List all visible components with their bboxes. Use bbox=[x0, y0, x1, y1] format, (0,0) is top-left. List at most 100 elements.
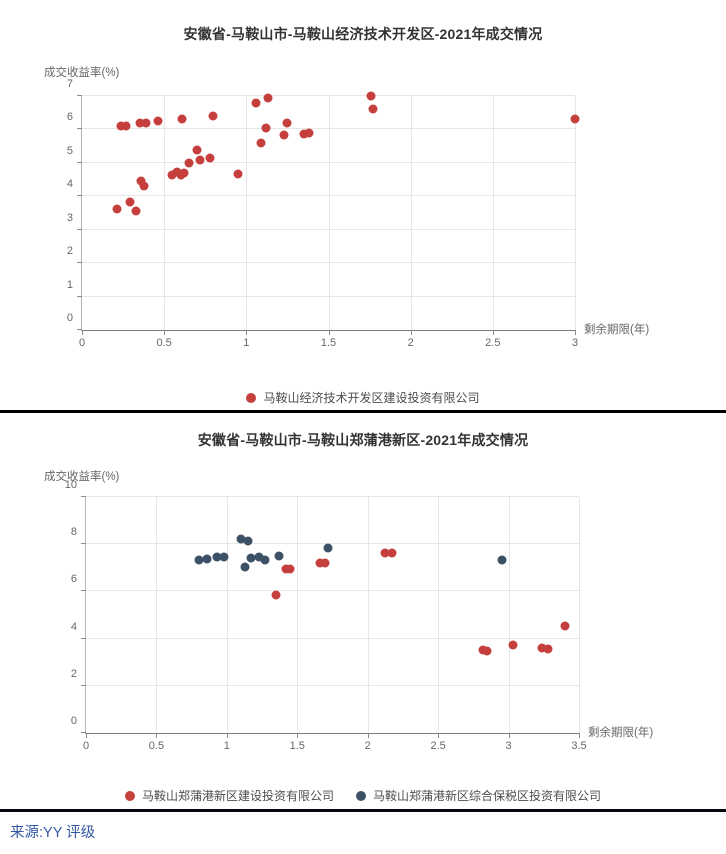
scatter-point bbox=[263, 93, 273, 103]
legend-item[interactable]: 马鞍山郑蒲港新区建设投资有限公司 bbox=[124, 787, 334, 804]
y-tick-label: 5 bbox=[66, 144, 73, 157]
h-gridline bbox=[86, 637, 579, 639]
scatter-point bbox=[194, 555, 204, 565]
scatter-point bbox=[135, 118, 145, 128]
x-tick-label: 0 bbox=[78, 337, 86, 349]
v-gridline bbox=[367, 497, 369, 733]
y-axis-name: 成交收益率(%) bbox=[44, 471, 120, 483]
scatter-point bbox=[368, 104, 378, 114]
x-tick-mark bbox=[82, 330, 83, 335]
legend: 马鞍山郑蒲港新区建设投资有限公司 马鞍山郑蒲港新区综合保税区投资有限公司 bbox=[0, 787, 726, 804]
h-gridline bbox=[86, 496, 579, 497]
chart-title: 安徽省-马鞍山市-马鞍山经济技术开发区-2021年成交情况 bbox=[183, 26, 543, 42]
scatter-point bbox=[256, 138, 266, 148]
y-tick-label: 2 bbox=[70, 667, 77, 680]
x-tick-mark bbox=[508, 733, 510, 738]
scatter-point bbox=[141, 118, 151, 128]
legend-swatch-icon bbox=[124, 790, 135, 801]
scatter-point bbox=[570, 114, 580, 124]
y-tick-mark bbox=[81, 732, 86, 733]
scatter-point bbox=[212, 552, 222, 562]
x-tick-label: 3.5 bbox=[571, 740, 587, 752]
scatter-point bbox=[131, 206, 141, 216]
scatter-point bbox=[304, 128, 314, 138]
x-tick-label: 2.5 bbox=[430, 740, 446, 752]
scatter-point bbox=[508, 640, 518, 649]
h-gridline bbox=[82, 95, 575, 96]
plot-area: 剩余期限(年) 0 0.5 1 1.5 2 2.5 3 0 1 2 3 4 5 6 7 bbox=[67, 78, 649, 349]
scatter-point bbox=[260, 555, 270, 565]
scatter-point bbox=[236, 534, 246, 544]
scatter-point bbox=[139, 181, 149, 191]
scatter-point bbox=[112, 204, 121, 214]
scatter-point bbox=[299, 129, 309, 139]
y-tick-mark bbox=[81, 543, 86, 545]
scatter-point bbox=[279, 130, 289, 140]
legend-item[interactable]: 马鞍山郑蒲港新区综合保税区投资有限公司 bbox=[356, 787, 601, 804]
scatter-point bbox=[177, 114, 187, 124]
scatter-point bbox=[208, 111, 218, 121]
h-gridline bbox=[82, 295, 575, 297]
h-gridline bbox=[86, 684, 579, 686]
scatter-point bbox=[560, 621, 570, 631]
scatter-point bbox=[184, 158, 194, 168]
scatter-point bbox=[153, 116, 163, 126]
v-gridline bbox=[246, 96, 248, 330]
chart-title: 安徽省-马鞍山市-马鞍山郑蒲港新区-2021年成交情况 bbox=[197, 432, 529, 448]
legend-label: 马鞍山郑蒲港新区建设投资有限公司 bbox=[141, 789, 334, 803]
y-tick-mark bbox=[77, 228, 82, 230]
x-tick-label: 2 bbox=[364, 740, 371, 752]
y-tick-mark bbox=[77, 161, 82, 163]
chart-zhengpugang: 安徽省-马鞍山市-马鞍山郑蒲港新区-2021年成交情况 成交收益率(%) 剩余期… bbox=[0, 413, 726, 812]
scatter-point bbox=[219, 552, 229, 562]
legend-label: 马鞍山郑蒲港新区综合保税区投资有限公司 bbox=[373, 789, 602, 803]
scatter-point bbox=[233, 169, 243, 179]
scatter-point bbox=[271, 590, 281, 600]
v-gridline bbox=[164, 96, 166, 330]
scatter-point bbox=[192, 145, 202, 155]
v-gridline bbox=[575, 96, 576, 330]
plot-area: 剩余期限(年) 0 0.5 1 1.5 2 2.5 3 3.5 0 2 4 6 8 10 bbox=[65, 479, 653, 752]
scatter-point bbox=[125, 197, 135, 207]
h-gridline bbox=[82, 128, 575, 130]
scatter-point bbox=[254, 552, 264, 562]
x-tick-mark bbox=[410, 330, 412, 335]
y-tick-label: 8 bbox=[70, 526, 77, 539]
x-tick-label: 1 bbox=[223, 740, 230, 752]
scatter-point bbox=[282, 118, 292, 128]
chart-dev-zone: 安徽省-马鞍山市-马鞍山经济技术开发区-2021年成交情况 成交收益率(%) 剩… bbox=[0, 0, 726, 413]
y-tick-label: 2 bbox=[66, 245, 73, 258]
x-axis-name: 剩余期限(年) bbox=[584, 324, 650, 336]
h-gridline bbox=[86, 543, 579, 545]
legend-label: 马鞍山经济技术开发区建设投资有限公司 bbox=[263, 391, 480, 405]
x-tick-label: 2.5 bbox=[485, 337, 501, 349]
scatter-point bbox=[285, 564, 295, 574]
x-tick-mark bbox=[328, 330, 330, 335]
scatter-point bbox=[315, 558, 325, 568]
scatter-point bbox=[205, 153, 215, 163]
x-tick-mark bbox=[579, 733, 580, 738]
y-tick-mark bbox=[81, 590, 86, 592]
scatter-point bbox=[366, 91, 376, 101]
y-tick-label: 3 bbox=[66, 211, 73, 224]
source-text: 来源:YY 评级 bbox=[10, 825, 96, 841]
x-tick-mark bbox=[575, 330, 576, 335]
x-tick-label: 3 bbox=[571, 337, 579, 349]
y-tick-mark bbox=[81, 496, 86, 497]
x-tick-mark bbox=[367, 733, 369, 738]
legend-item[interactable]: 马鞍山经济技术开发区建设投资有限公司 bbox=[246, 389, 480, 406]
x-tick-label: 2 bbox=[407, 337, 414, 349]
v-gridline bbox=[297, 497, 299, 733]
x-tick-mark bbox=[246, 330, 248, 335]
legend: 马鞍山经济技术开发区建设投资有限公司 bbox=[0, 389, 726, 406]
scatter-point bbox=[167, 170, 177, 180]
scatter-point bbox=[380, 548, 390, 558]
scatter-point bbox=[261, 123, 271, 133]
v-gridline bbox=[410, 96, 412, 330]
y-tick-mark bbox=[77, 128, 82, 130]
v-gridline bbox=[508, 497, 510, 733]
legend-swatch-icon bbox=[356, 790, 366, 801]
h-gridline bbox=[82, 161, 575, 163]
scatter-point bbox=[537, 643, 547, 653]
